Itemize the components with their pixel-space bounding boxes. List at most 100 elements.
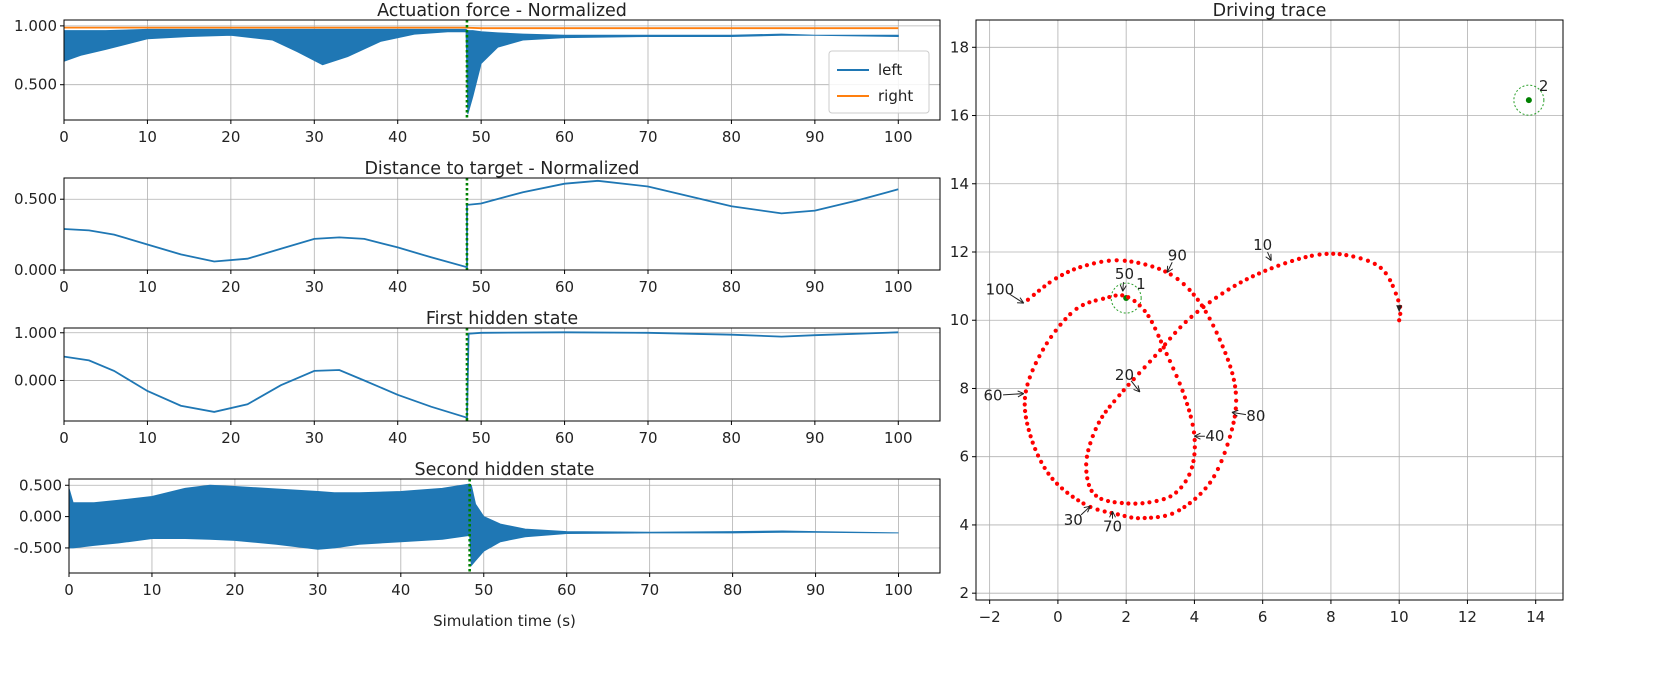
plot-area [69, 479, 899, 573]
trace-point [1126, 382, 1131, 387]
trace-point [1153, 353, 1158, 358]
trace-point [1168, 494, 1173, 499]
trace-point [1022, 408, 1028, 414]
trace-point [1283, 261, 1288, 266]
trace-point [1344, 252, 1349, 258]
trace-point [1142, 515, 1147, 521]
annotation-label-60: 60 [984, 386, 1003, 404]
trace-point [1084, 454, 1090, 459]
series-line-series-1 [64, 331, 899, 419]
trace-point [1192, 445, 1197, 450]
annotation-arrowhead [1194, 432, 1201, 440]
trace-point [1213, 295, 1219, 300]
trace-point [1176, 508, 1182, 513]
trace-point [1042, 465, 1047, 471]
trace-point [1037, 354, 1042, 359]
trace-point [1211, 323, 1216, 328]
annotation-label-90: 90 [1168, 246, 1187, 264]
trace-point [1178, 325, 1183, 330]
series-line-right [64, 26, 899, 30]
y-tick-label: 10 [950, 311, 969, 329]
trace-point [1174, 490, 1179, 495]
trace-point [1137, 371, 1142, 376]
trace-point [1122, 513, 1127, 519]
trace-point [1244, 277, 1249, 282]
trace-point [1080, 302, 1085, 308]
annotation-arrowhead [1231, 409, 1239, 417]
y-tick-label: 1.000 [14, 324, 57, 342]
trace-point [1337, 252, 1342, 257]
x-tick-label: 6 [1258, 608, 1268, 626]
trace-point [1351, 254, 1356, 259]
trace-point [1191, 430, 1197, 435]
trace-point [1170, 511, 1175, 516]
annotation-label-70: 70 [1103, 518, 1122, 536]
trace-point [1230, 371, 1235, 376]
trace-point [1036, 288, 1042, 293]
chart-title: Actuation force - Normalized [377, 1, 627, 21]
annotation-arrow [1130, 380, 1141, 393]
plot-area [64, 178, 899, 270]
trace-point [1233, 390, 1238, 395]
x-tick-label: 80 [722, 429, 741, 447]
annotation-arrow [1003, 393, 1024, 396]
trace-point [1393, 291, 1398, 296]
trace-point [1030, 440, 1035, 445]
x-tick-label: 60 [557, 581, 576, 599]
x-tick-label: 20 [221, 128, 240, 146]
trace-point [1078, 265, 1083, 270]
x-tick-label: 100 [884, 128, 913, 146]
trace-point [1149, 319, 1155, 325]
annotation-arrowhead [1166, 265, 1174, 273]
x-tick-label: 90 [805, 278, 824, 296]
x-tick-label: 0 [64, 581, 74, 599]
trace-point [1207, 316, 1212, 321]
trace-point [1063, 317, 1068, 322]
trace-point [1093, 298, 1098, 303]
trace-point [1022, 402, 1027, 407]
trace-point [1023, 389, 1028, 394]
trace-point [1112, 399, 1117, 404]
trace-point [1219, 459, 1224, 464]
trace-point [1317, 252, 1322, 257]
annotation-label-40: 40 [1205, 427, 1224, 445]
trace-point [1397, 318, 1402, 323]
x-tick-label: 30 [305, 429, 324, 447]
trace-point [1046, 471, 1051, 476]
trace-point [1231, 420, 1236, 425]
trace-point [1117, 393, 1122, 398]
trace-point [1215, 466, 1221, 472]
trace-point [1054, 481, 1060, 486]
trace-point [1096, 420, 1101, 425]
trace-point [1150, 264, 1155, 269]
trace-point [1119, 500, 1124, 506]
trace-point [1133, 501, 1138, 506]
trace-point [1102, 509, 1107, 514]
chart-title: First hidden state [426, 309, 578, 329]
x-tick-label: 10 [138, 278, 157, 296]
trace-point [1099, 259, 1104, 264]
x-tick-label: 10 [138, 128, 157, 146]
trace-point [1042, 284, 1047, 289]
annotation-label-20: 20 [1115, 366, 1134, 384]
trace-point [1113, 293, 1118, 298]
trace-point [1120, 293, 1125, 298]
trace-point [1106, 258, 1111, 263]
target-label-1: 1 [1136, 275, 1146, 293]
annotation-label-50: 50 [1115, 265, 1134, 283]
x-tick-label: 40 [388, 128, 407, 146]
start-marker [1396, 305, 1403, 313]
trace-point [1050, 476, 1055, 481]
trace-point [1086, 482, 1092, 488]
annotation-arrow [1008, 293, 1025, 304]
trace-point [1158, 348, 1163, 353]
x-tick-label: 70 [638, 128, 657, 146]
x-tick-label: 50 [472, 278, 491, 296]
trace-point [1143, 262, 1148, 267]
trace-point [1231, 377, 1236, 382]
trace-point [1398, 311, 1403, 316]
annotation-arrowhead [1119, 284, 1127, 292]
trace-point [1044, 341, 1049, 346]
trace-point [1126, 295, 1131, 300]
